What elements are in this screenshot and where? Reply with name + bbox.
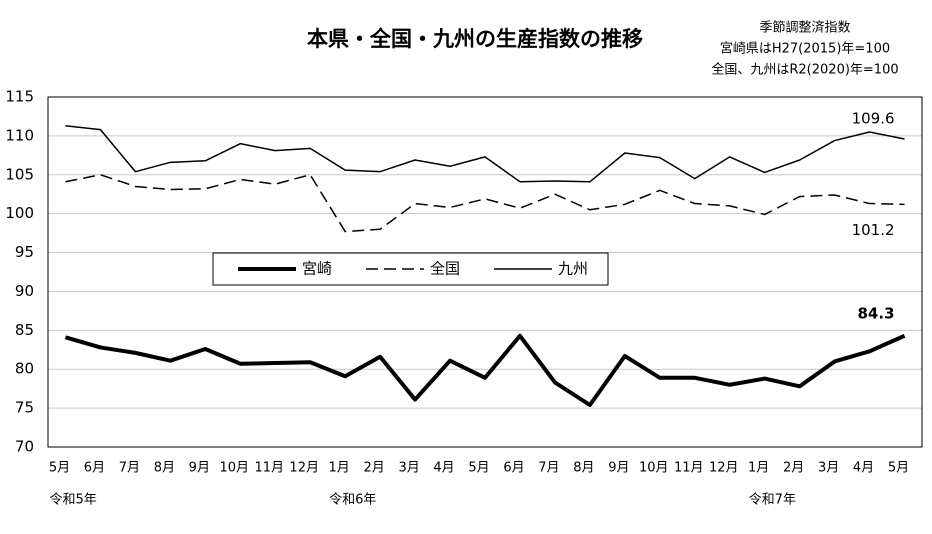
x-tick-label: 1月 <box>329 461 350 476</box>
x-tick-label: 11月 <box>254 461 284 476</box>
x-tick-label: 12月 <box>709 461 739 476</box>
note: 全国、九州はR2(2020)年=100 <box>711 62 898 78</box>
x-tick-label: 3月 <box>398 461 419 476</box>
data-label: 101.2 <box>852 221 895 239</box>
x-tick-label: 1月 <box>748 461 769 476</box>
x-tick-label: 7月 <box>538 461 559 476</box>
y-tick-label: 80 <box>15 360 34 378</box>
y-tick-label: 85 <box>15 321 34 339</box>
y-tick-label: 100 <box>5 204 34 222</box>
note: 宮崎県はH27(2015)年=100 <box>720 41 890 57</box>
x-tick-label: 3月 <box>818 461 839 476</box>
series-line <box>64 333 906 407</box>
legend-label: 全国 <box>430 260 460 278</box>
x-tick-label: 4月 <box>853 461 874 476</box>
x-tick-label: 5月 <box>49 461 70 476</box>
y-tick-label: 70 <box>15 438 34 456</box>
y-tick-label: 115 <box>5 88 34 106</box>
x-tick-label: 5月 <box>468 461 489 476</box>
x-group-label: 令和7年 <box>749 493 796 508</box>
series-line <box>65 125 905 183</box>
chart-title: 本県・全国・九州の生産指数の推移 <box>307 27 643 51</box>
y-tick-label: 75 <box>15 399 34 417</box>
x-tick-label: 10月 <box>220 461 250 476</box>
x-tick-label: 7月 <box>119 461 140 476</box>
x-group-label: 令和6年 <box>329 493 376 508</box>
data-label: 109.6 <box>852 110 895 128</box>
y-tick-label: 95 <box>15 243 34 261</box>
plot-border <box>47 96 923 448</box>
x-tick-label: 6月 <box>503 461 524 476</box>
y-tick-label: 90 <box>15 282 34 300</box>
x-group-label: 令和5年 <box>49 493 96 508</box>
series-line <box>65 174 905 233</box>
x-tick-label: 12月 <box>289 461 319 476</box>
data-label: 84.3 <box>858 304 895 322</box>
x-tick-label: 10月 <box>639 461 669 476</box>
legend-label: 宮崎 <box>302 260 332 278</box>
x-tick-label: 6月 <box>84 461 105 476</box>
x-tick-label: 8月 <box>154 461 175 476</box>
x-tick-label: 8月 <box>573 461 594 476</box>
x-tick-label: 5月 <box>888 461 909 476</box>
x-tick-label: 4月 <box>433 461 454 476</box>
x-tick-label: 11月 <box>674 461 704 476</box>
y-tick-label: 105 <box>5 165 34 183</box>
x-tick-label: 9月 <box>608 461 629 476</box>
x-tick-label: 9月 <box>189 461 210 476</box>
y-tick-label: 110 <box>5 126 34 144</box>
legend-label: 九州 <box>558 260 588 278</box>
x-tick-label: 2月 <box>363 461 384 476</box>
note: 季節調整済指数 <box>759 20 850 36</box>
x-tick-label: 2月 <box>783 461 804 476</box>
